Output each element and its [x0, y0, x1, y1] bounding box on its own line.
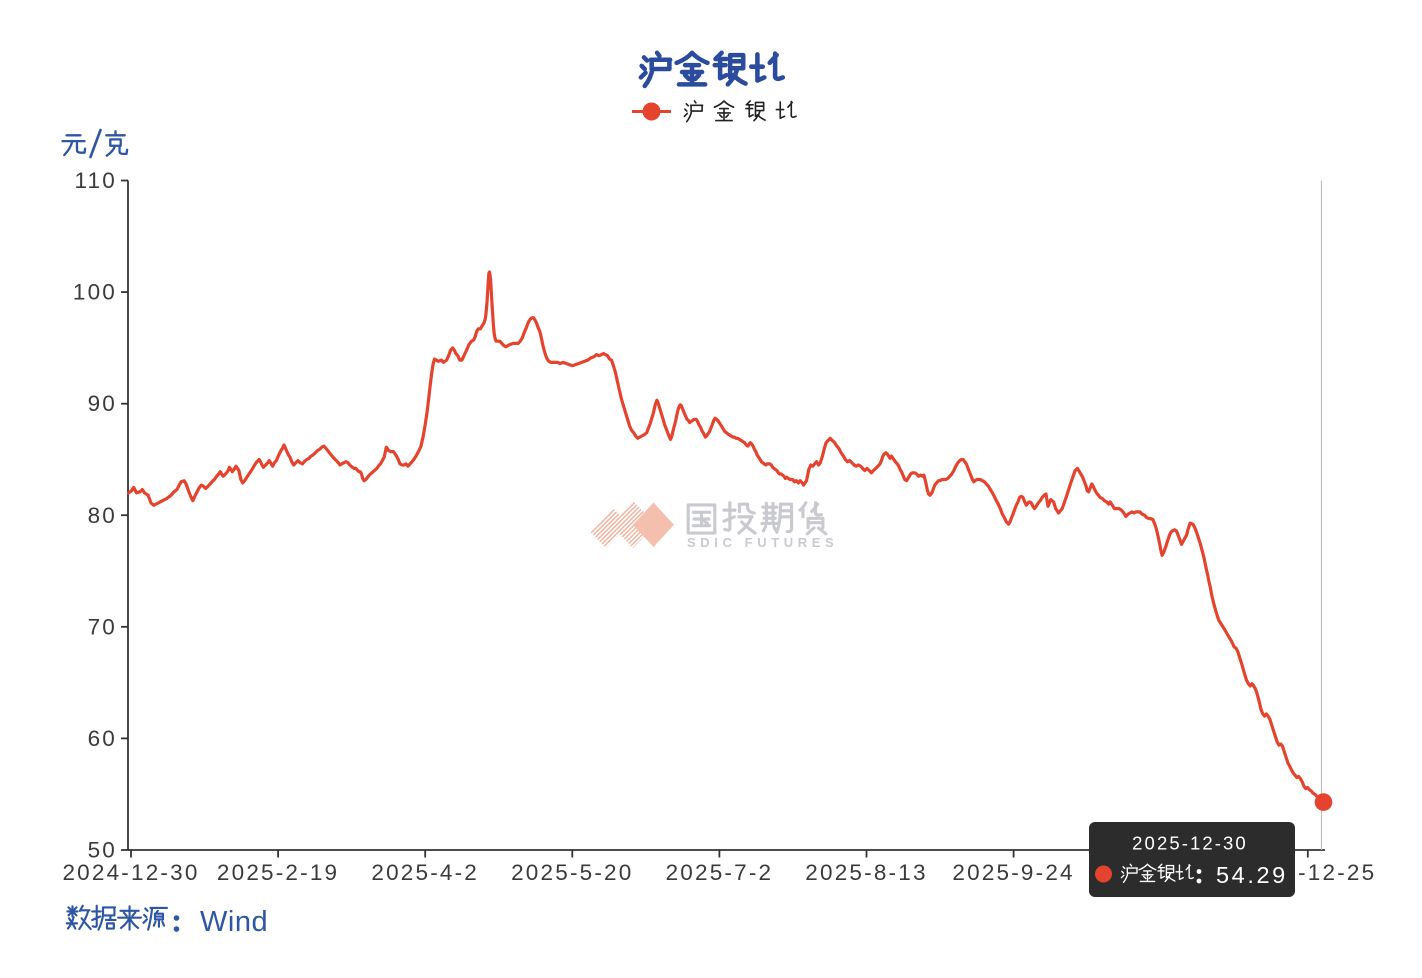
svg-text:80: 80	[88, 503, 117, 528]
svg-text:2025-12-30: 2025-12-30	[1132, 833, 1248, 854]
svg-text:Wind: Wind	[200, 906, 268, 938]
svg-text:2025-4-2: 2025-4-2	[371, 860, 479, 885]
svg-text:54.29: 54.29	[1216, 862, 1288, 888]
svg-text:70: 70	[88, 614, 117, 639]
svg-text:2025-9-24: 2025-9-24	[952, 860, 1074, 885]
svg-text:100: 100	[73, 280, 117, 305]
svg-text:2025-2-19: 2025-2-19	[217, 860, 339, 885]
svg-text:2025-8-13: 2025-8-13	[805, 860, 927, 885]
svg-text:2025-5-20: 2025-5-20	[511, 860, 633, 885]
svg-text:SDIC FUTURES: SDIC FUTURES	[687, 535, 838, 550]
svg-text:60: 60	[88, 726, 117, 751]
svg-text:110: 110	[75, 168, 117, 193]
svg-text:2025-7-2: 2025-7-2	[666, 860, 774, 885]
svg-text:90: 90	[88, 391, 117, 416]
svg-text:2024-12-30: 2024-12-30	[62, 860, 199, 885]
svg-text:50: 50	[88, 838, 117, 863]
